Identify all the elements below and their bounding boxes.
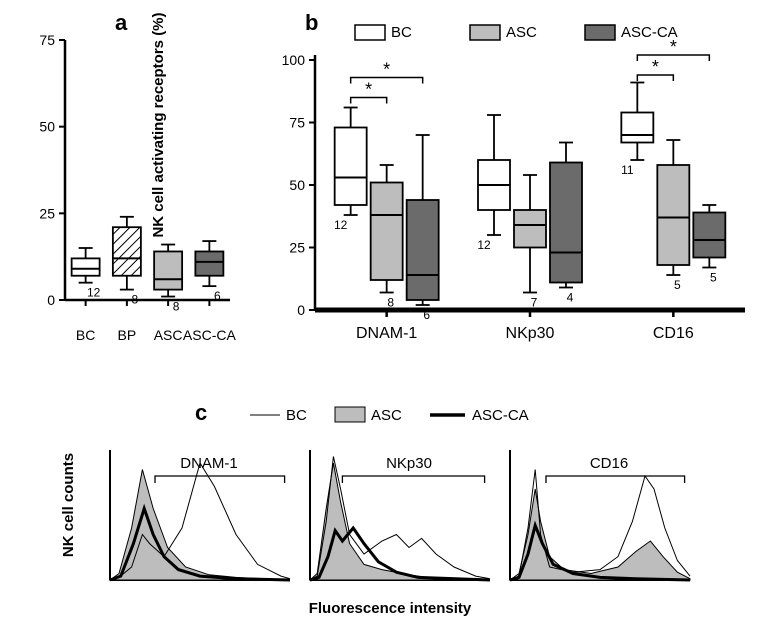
svg-text:NKp30: NKp30 — [506, 325, 555, 342]
panel-b: b NK cell activating receptors (%) 02550… — [260, 10, 760, 370]
svg-text:5: 5 — [710, 271, 717, 285]
svg-text:ASC: ASC — [154, 327, 183, 343]
svg-text:75: 75 — [289, 115, 305, 131]
svg-text:8: 8 — [132, 293, 139, 307]
svg-text:*: * — [365, 80, 372, 100]
svg-text:DNAM-1: DNAM-1 — [356, 325, 417, 342]
svg-text:8: 8 — [387, 296, 394, 310]
svg-text:BC: BC — [391, 24, 412, 41]
svg-text:ASC: ASC — [506, 24, 537, 41]
panel-c: c BCASCASC-CADNAM-1NKp30CD16 NK cell cou… — [80, 400, 700, 630]
svg-text:BC: BC — [286, 407, 307, 424]
svg-text:BP: BP — [118, 327, 137, 343]
svg-text:11: 11 — [621, 163, 634, 177]
svg-text:ASC-CA: ASC-CA — [472, 407, 529, 424]
svg-text:5: 5 — [674, 278, 681, 292]
svg-text:*: * — [670, 37, 677, 57]
svg-text:ASC-CA: ASC-CA — [183, 327, 237, 343]
svg-text:0: 0 — [47, 292, 55, 308]
svg-text:ASC: ASC — [371, 407, 402, 424]
svg-text:25: 25 — [289, 240, 305, 256]
svg-text:0: 0 — [297, 302, 305, 318]
panel-a: a NK cells (%) 0255075BC12BP8ASC8ASC-CA6 — [10, 10, 245, 370]
panel-c-ylabel: NK cell counts — [60, 435, 77, 575]
svg-text:50: 50 — [289, 177, 305, 193]
svg-text:12: 12 — [334, 218, 348, 232]
svg-text:75: 75 — [39, 32, 55, 48]
svg-text:8: 8 — [173, 300, 180, 314]
svg-text:*: * — [652, 57, 659, 77]
panel-b-ylabel: NK cell activating receptors (%) — [150, 0, 167, 255]
figure: a NK cells (%) 0255075BC12BP8ASC8ASC-CA6… — [0, 0, 771, 641]
svg-text:7: 7 — [531, 296, 538, 310]
svg-text:4: 4 — [567, 291, 574, 305]
panel-a-plot: 0255075BC12BP8ASC8ASC-CA6 — [10, 10, 245, 370]
svg-text:25: 25 — [39, 205, 55, 221]
svg-text:12: 12 — [87, 286, 101, 300]
svg-text:6: 6 — [214, 289, 221, 303]
svg-text:DNAM-1: DNAM-1 — [180, 455, 238, 472]
svg-text:CD16: CD16 — [590, 455, 628, 472]
svg-text:50: 50 — [39, 119, 55, 135]
svg-text:*: * — [383, 60, 390, 80]
svg-text:12: 12 — [477, 238, 491, 252]
svg-text:NKp30: NKp30 — [386, 455, 432, 472]
svg-text:6: 6 — [423, 308, 430, 322]
svg-text:BC: BC — [76, 327, 95, 343]
svg-text:100: 100 — [282, 52, 306, 68]
panel-b-plot: 0255075100BCASCASC-CA1286**DNAM-11274NKp… — [260, 10, 760, 370]
panel-c-xlabel: Fluorescence intensity — [80, 600, 700, 617]
svg-text:CD16: CD16 — [653, 325, 694, 342]
panel-c-plot: BC ASC ASC-CA DNAM-1 NKp30 CD16 — [80, 400, 700, 630]
